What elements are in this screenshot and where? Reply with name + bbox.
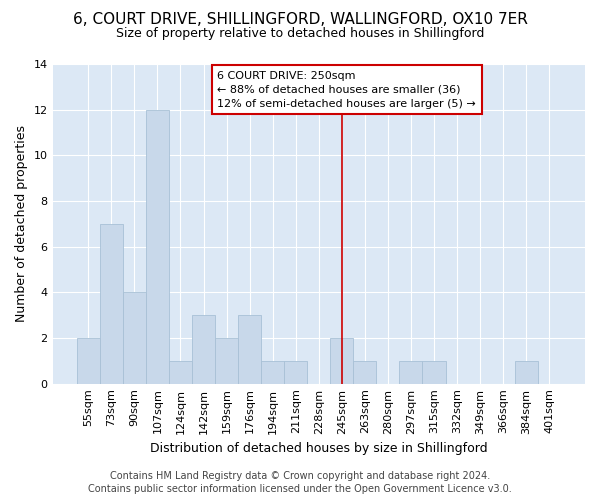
Text: 6 COURT DRIVE: 250sqm
← 88% of detached houses are smaller (36)
12% of semi-deta: 6 COURT DRIVE: 250sqm ← 88% of detached … (217, 71, 476, 109)
Bar (123, 292, 146, 384)
Bar (284, 361, 307, 384)
Bar (215, 338, 238, 384)
Text: 6, COURT DRIVE, SHILLINGFORD, WALLINGFORD, OX10 7ER: 6, COURT DRIVE, SHILLINGFORD, WALLINGFOR… (73, 12, 527, 28)
Bar (261, 361, 284, 384)
Bar (169, 361, 192, 384)
X-axis label: Distribution of detached houses by size in Shillingford: Distribution of detached houses by size … (150, 442, 488, 455)
Bar (146, 110, 169, 384)
Bar (400, 361, 422, 384)
Y-axis label: Number of detached properties: Number of detached properties (15, 126, 28, 322)
Text: Contains HM Land Registry data © Crown copyright and database right 2024.
Contai: Contains HM Land Registry data © Crown c… (88, 471, 512, 494)
Bar (77, 338, 100, 384)
Bar (100, 224, 123, 384)
Bar (238, 315, 261, 384)
Bar (353, 361, 376, 384)
Bar (330, 338, 353, 384)
Text: Size of property relative to detached houses in Shillingford: Size of property relative to detached ho… (116, 28, 484, 40)
Bar (515, 361, 538, 384)
Bar (192, 315, 215, 384)
Bar (422, 361, 446, 384)
